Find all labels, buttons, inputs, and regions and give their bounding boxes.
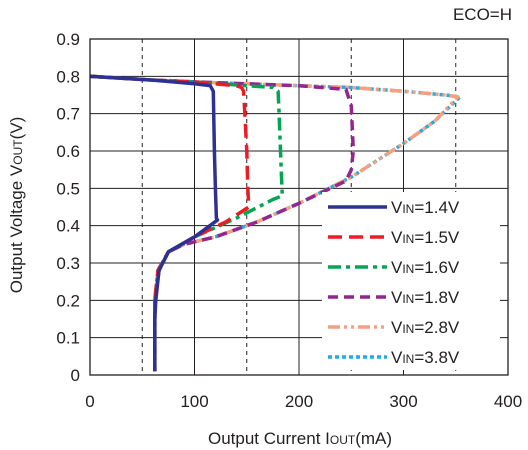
- legend-label-3: VIN=1.6V: [391, 258, 460, 277]
- chart-annotation: ECO=H: [453, 5, 512, 24]
- y-tick-label: 0.2: [56, 291, 80, 310]
- y-tick-label: 0.4: [56, 217, 80, 236]
- series-line-2: [89, 74, 251, 372]
- x-axis-ticks: 0 100 200 300 400: [85, 392, 522, 411]
- plot-area-frame: [89, 38, 509, 376]
- x-tick-label: 400: [494, 392, 522, 411]
- y-axis-ticks: 0 0.1 0.2 0.3 0.4 0.5 0.6 0.7 0.8 0.9: [56, 30, 80, 385]
- y-tick-label: 0.6: [56, 142, 80, 161]
- legend-label-1: VIN=1.4V: [391, 198, 460, 217]
- y-tick-label: 0.3: [56, 254, 80, 273]
- x-tick-label: 300: [389, 392, 417, 411]
- legend-label-5: VIN=2.8V: [391, 318, 460, 337]
- legend-label-4: VIN=1.8V: [391, 288, 460, 307]
- chart-grid: [90, 39, 508, 375]
- y-tick-label: 0.5: [56, 179, 80, 198]
- y-tick-label: 0.8: [56, 67, 80, 86]
- x-axis-label: Output Current IOUT(mA): [208, 429, 392, 448]
- chart-series-group: [89, 74, 462, 372]
- x-tick-label: 0: [85, 392, 94, 411]
- y-tick-label: 0.7: [56, 105, 80, 124]
- legend-label-2: VIN=1.5V: [391, 228, 460, 247]
- series-line-1: [89, 74, 220, 372]
- y-tick-label: 0.9: [56, 30, 80, 49]
- chart-legend: VIN=1.4V VIN=1.5V VIN=1.6V VIN=1.8V VIN=2.8V…: [322, 192, 500, 370]
- legend-background: [322, 192, 500, 370]
- x-tick-label: 200: [285, 392, 313, 411]
- y-axis-label: Output Voltage VOUT(V): [7, 117, 26, 294]
- y-tick-label: 0.1: [56, 329, 80, 348]
- x-tick-label: 100: [180, 392, 208, 411]
- y-tick-label: 0: [71, 366, 80, 385]
- legend-label-6: VIN=3.8V: [391, 348, 460, 367]
